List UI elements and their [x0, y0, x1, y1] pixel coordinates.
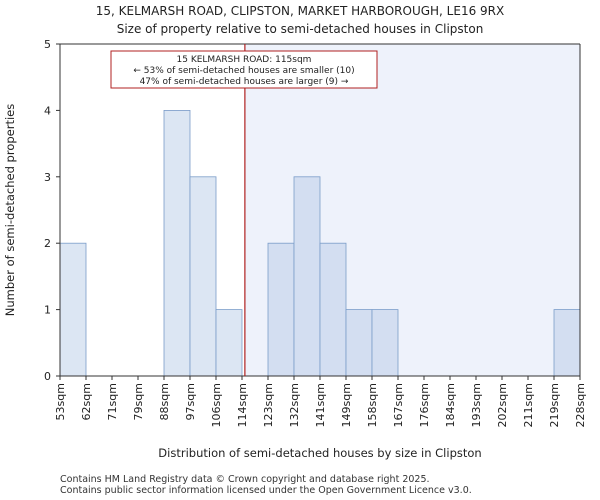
- annotation-line2: ← 53% of semi-detached houses are smalle…: [133, 66, 354, 76]
- x-tick-label: 114sqm: [236, 383, 249, 427]
- bar-88sqm: [163, 110, 191, 377]
- x-tick-label: 202sqm: [496, 383, 509, 427]
- x-ticks: 53sqm 62sqm 71sqm 79sqm 88sqm 97sqm 106sqm 114s…: [54, 376, 587, 427]
- y-ticks: 0 1 2 3 4 5: [44, 38, 60, 383]
- x-tick-label: 228sqm: [574, 383, 587, 427]
- x-tick-label: 79sqm: [132, 383, 145, 420]
- bar-106sqm: [215, 309, 243, 377]
- annotation-line3: 47% of semi-detached houses are larger (…: [140, 77, 349, 87]
- x-tick-label: 219sqm: [548, 383, 561, 427]
- y-axis-label: Number of semi-detached properties: [3, 104, 17, 316]
- x-tick-label: 141sqm: [314, 383, 327, 427]
- bars: [59, 110, 581, 377]
- y-tick-label: 3: [44, 171, 51, 184]
- bar-141sqm: [319, 242, 347, 377]
- x-tick-label: 88sqm: [158, 383, 171, 420]
- x-tick-label: 167sqm: [392, 383, 405, 427]
- x-tick-label: 132sqm: [288, 383, 301, 427]
- footer-line2: Contains public sector information licen…: [60, 485, 472, 496]
- bar-158sqm: [371, 309, 399, 377]
- y-tick-label: 4: [44, 104, 51, 117]
- x-tick-label: 106sqm: [210, 383, 223, 427]
- x-tick-label: 176sqm: [418, 383, 431, 427]
- annotation-line1: 15 KELMARSH ROAD: 115sqm: [177, 55, 312, 65]
- footer-line1: Contains HM Land Registry data © Crown c…: [60, 474, 430, 485]
- x-tick-label: 193sqm: [470, 383, 483, 427]
- y-tick-label: 5: [44, 38, 51, 51]
- y-tick-label: 1: [44, 304, 51, 317]
- x-axis-label: Distribution of semi-detached houses by …: [158, 446, 481, 460]
- y-tick-label: 2: [44, 237, 51, 250]
- x-tick-label: 211sqm: [522, 383, 535, 427]
- chart-title-line2: Size of property relative to semi-detach…: [117, 22, 484, 36]
- x-tick-label: 71sqm: [106, 383, 119, 420]
- annotation-box: [110, 50, 378, 89]
- bar-219sqm: [553, 309, 581, 377]
- bar-149sqm: [345, 309, 373, 377]
- bar-132sqm: [293, 176, 321, 377]
- x-tick-label: 149sqm: [340, 383, 353, 427]
- x-tick-label: 123sqm: [262, 383, 275, 427]
- bar-123sqm: [267, 242, 295, 377]
- bar-97sqm: [189, 176, 217, 377]
- x-tick-label: 184sqm: [444, 383, 457, 427]
- x-tick-label: 158sqm: [366, 383, 379, 427]
- chart-title-line1: 15, KELMARSH ROAD, CLIPSTON, MARKET HARB…: [96, 4, 504, 18]
- x-tick-label: 62sqm: [80, 383, 93, 420]
- x-tick-label: 97sqm: [184, 383, 197, 420]
- bar-53sqm: [59, 242, 87, 377]
- x-tick-label: 53sqm: [54, 383, 67, 420]
- y-tick-label: 0: [44, 370, 51, 383]
